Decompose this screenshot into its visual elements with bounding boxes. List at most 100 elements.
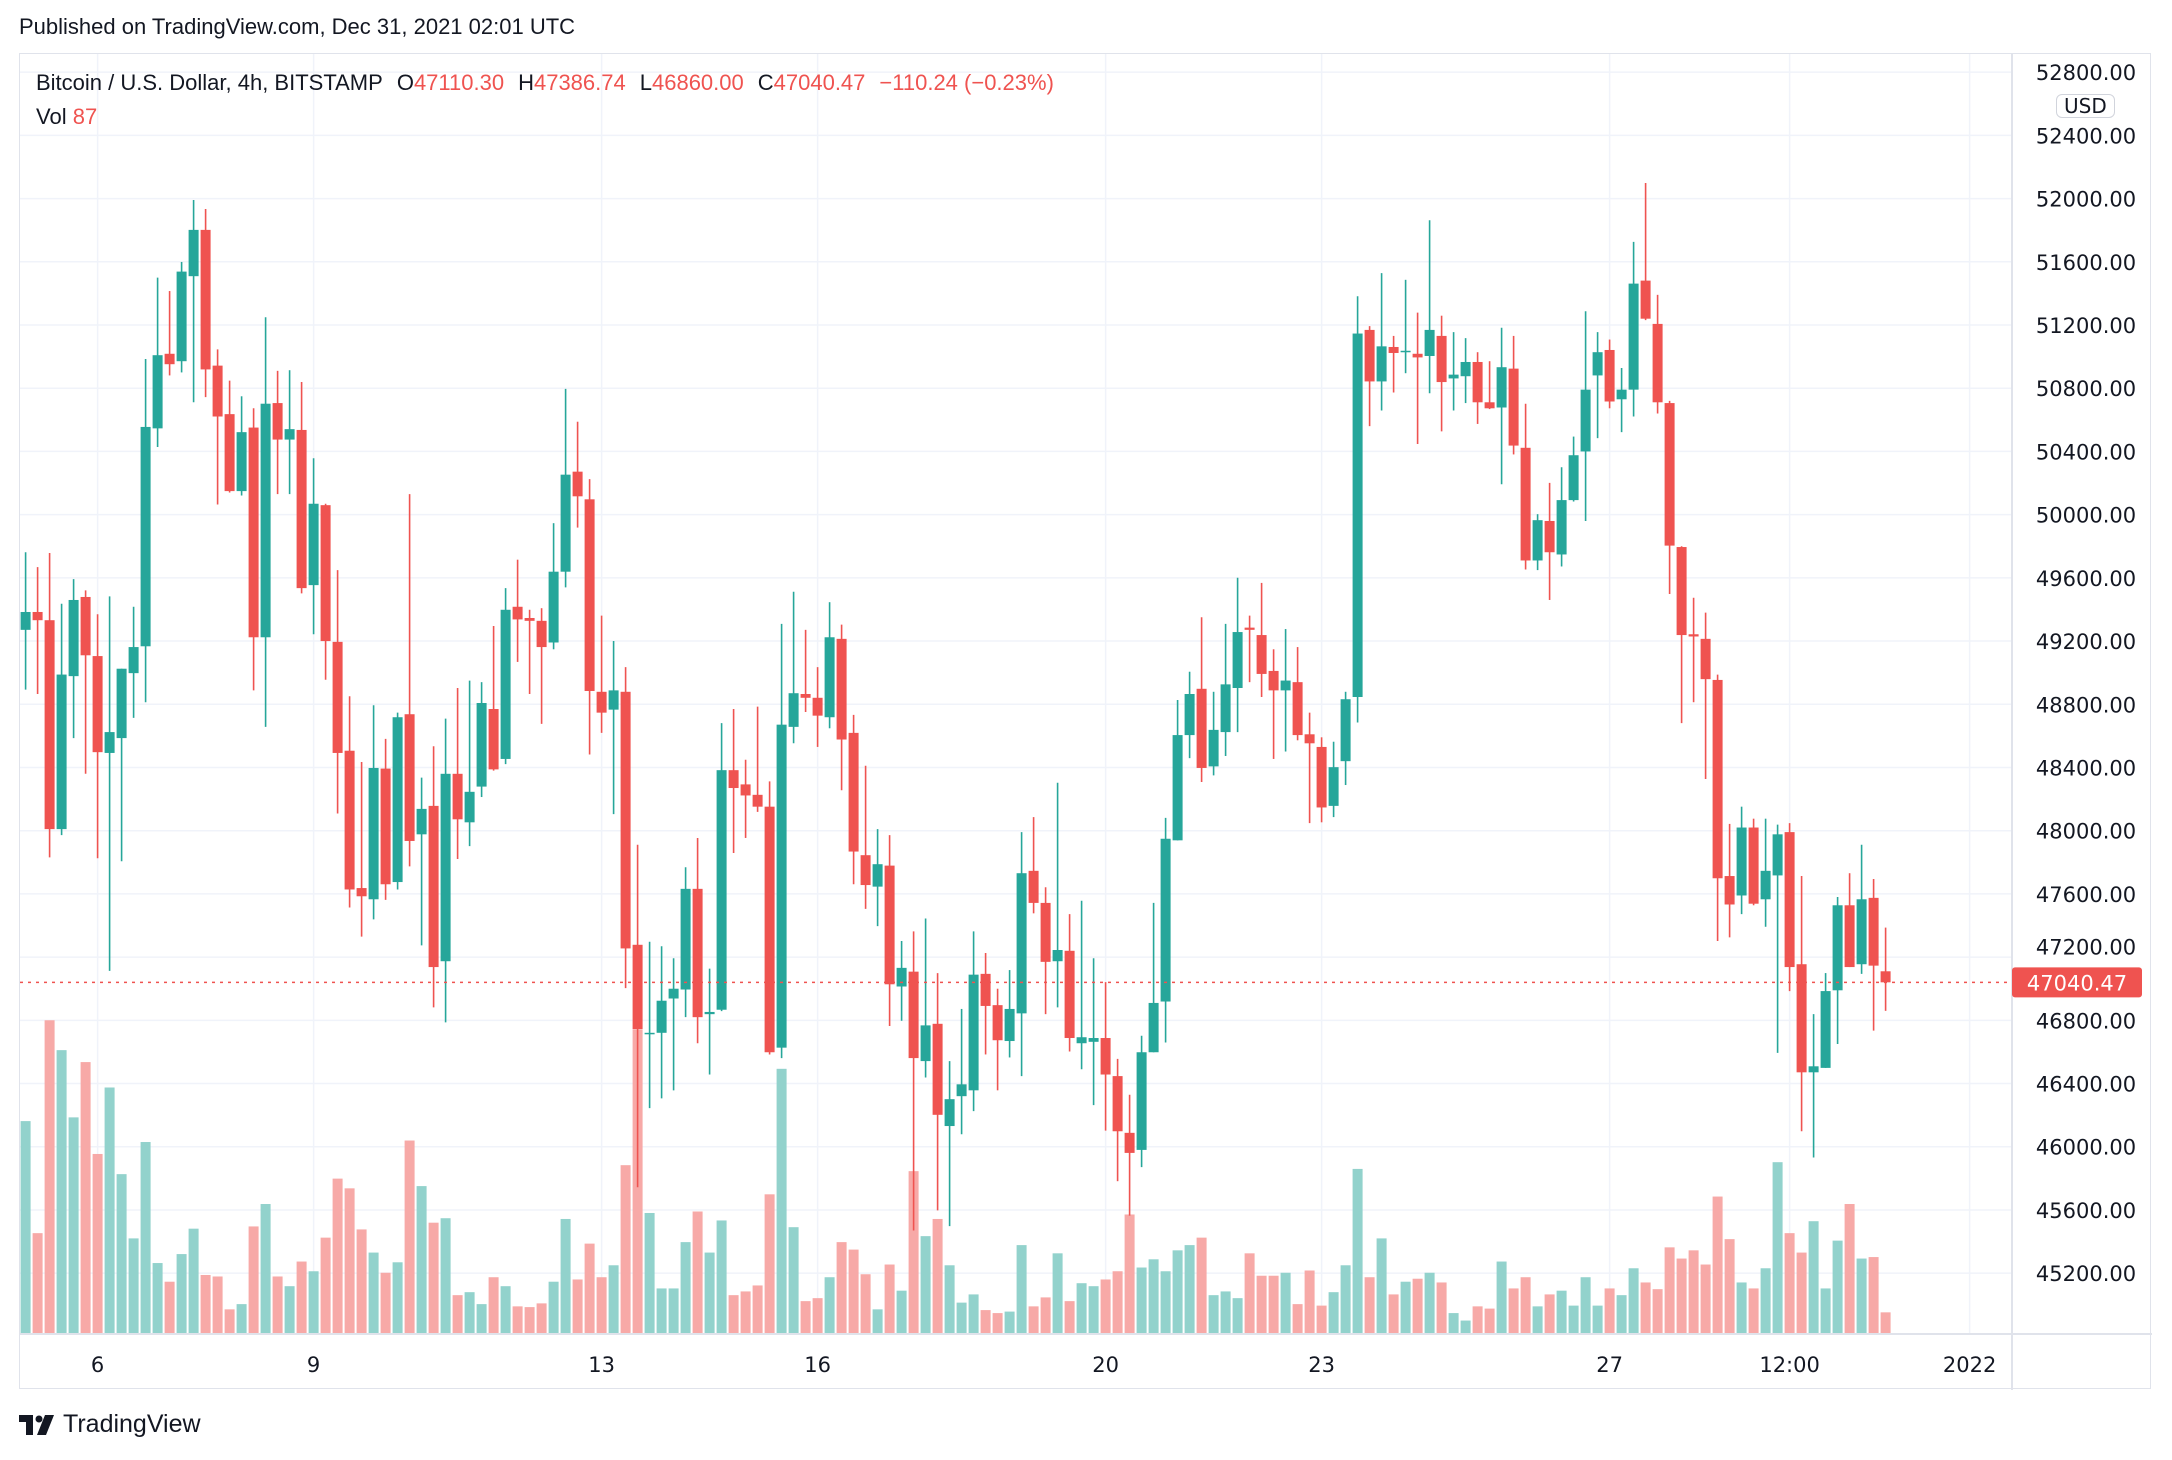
volume-bar [1208,1295,1219,1334]
candle-body [764,806,775,1053]
volume-bar [500,1286,511,1334]
candle-body [620,691,631,949]
price-tick-label: 49200.00 [2036,630,2136,654]
candle [1556,467,1567,567]
candle-body [260,403,271,638]
candle-body [1076,1037,1087,1044]
candle-body [452,773,463,820]
candle [980,953,991,1055]
candle-body [56,674,67,830]
candle-body [992,1005,1003,1041]
open-label: O [396,70,414,95]
candle-body [176,271,187,362]
candle-body [1784,832,1795,968]
volume-bar [464,1292,475,1334]
candle-body [956,1084,967,1097]
volume-bar [1304,1270,1315,1334]
price-tick-label: 52400.00 [2036,124,2136,148]
tradingview-logo[interactable]: TradingView [19,1410,201,1439]
candle-body [356,888,367,897]
candle-body [1676,547,1687,636]
candle-body [1364,329,1375,382]
volume-bar [536,1303,547,1334]
candle-body [596,691,607,713]
time-axis[interactable]: 6 9 13 16 20 23 27 12:00 2022 [91,1353,1996,1377]
candle-body [44,620,55,830]
candle [692,837,703,1044]
candle [764,781,775,1055]
candle-body [644,1032,655,1035]
candle [356,761,367,937]
candle [1820,973,1831,1068]
candle [932,973,943,1211]
candle-body [692,888,703,1018]
candle [1136,1035,1147,1168]
volume-bar [1508,1288,1519,1334]
volume-bar [1016,1245,1027,1334]
candle-body [104,732,115,753]
candle-body [1760,870,1771,900]
candle-body [1304,734,1315,744]
volume-bar [164,1281,175,1334]
candle [1856,844,1867,974]
candle [1772,824,1783,1053]
volume-bar [692,1211,703,1334]
candle-body [1112,1076,1123,1132]
candle [572,421,583,528]
volume-bar [20,1121,31,1334]
volume-bar [1700,1264,1711,1334]
candle [884,835,895,1027]
candle [188,200,199,403]
volume-bar [548,1281,559,1334]
volume-bar [560,1218,571,1334]
candle [1520,403,1531,570]
candle [920,918,931,1078]
candle [1160,817,1171,1043]
volume-bar [1388,1294,1399,1334]
candle-body [440,773,451,962]
candle [1304,712,1315,824]
candle [1148,902,1159,1053]
volume-bar [260,1204,271,1334]
volume-bar [812,1298,823,1334]
price-tick-label: 49600.00 [2036,567,2136,591]
candle-body [1448,374,1459,379]
currency-button[interactable]: USD [2056,94,2115,118]
volume-bar [620,1165,631,1334]
price-tick-label: 50800.00 [2036,377,2136,401]
volume-bar [80,1062,91,1334]
price-axis[interactable]: 45200.00 45600.00 46000.00 46400.00 46800.00… [2036,61,2136,1286]
candle-body [1268,670,1279,691]
candle-body [128,647,139,674]
candle [620,667,631,989]
volume-bar [1328,1292,1339,1334]
volume-bar [836,1242,847,1334]
price-tick-label: 48400.00 [2036,756,2136,780]
low-value: 46860.00 [651,70,744,95]
candle-body [608,690,619,710]
candle-body [884,865,895,985]
candle [1436,315,1447,432]
chart-frame[interactable]: 45200.00 45600.00 46000.00 46400.00 46800.00… [19,53,2152,1390]
candle [452,687,463,859]
candle [1664,400,1675,594]
last-price-label: 47040.47 [2012,967,2142,998]
candle-body [512,606,523,620]
volume-bar [824,1277,835,1334]
candle [1700,612,1711,780]
candle [32,567,43,694]
candle [140,358,151,703]
candle [1172,700,1183,841]
candle-body [1160,838,1171,1002]
candle-body [740,784,751,796]
candle [344,696,355,908]
candlestick-chart[interactable]: 45200.00 45600.00 46000.00 46400.00 46800.00… [20,54,2152,1390]
low-label: L [639,70,652,95]
volume-bar [968,1294,979,1334]
candle-body [1460,361,1471,377]
candle [1424,220,1435,394]
candle [1184,671,1195,759]
candle-body [248,427,259,638]
volume-bar [152,1263,163,1334]
volume-bar [404,1140,415,1334]
